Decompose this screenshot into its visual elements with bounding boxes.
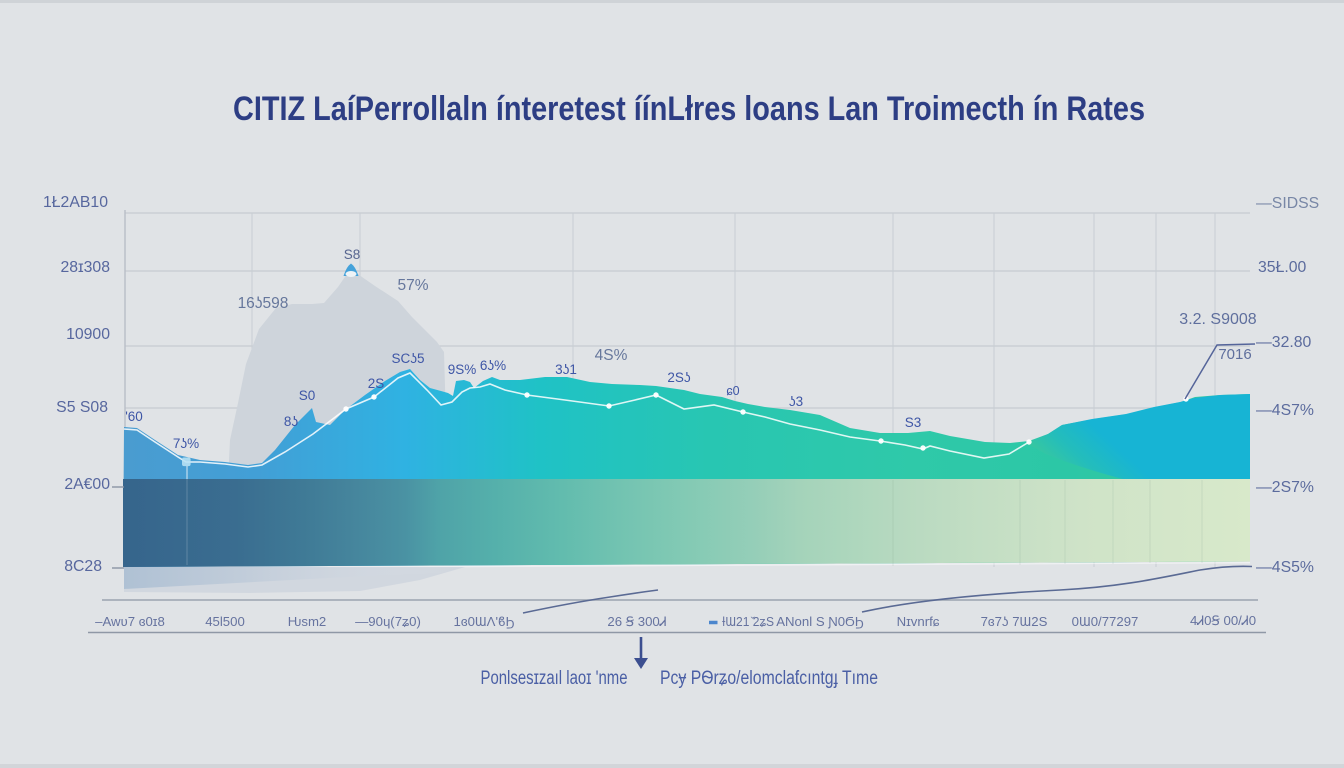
svg-text:1Ł2AB10: 1Ł2AB10 bbox=[43, 194, 108, 211]
svg-text:—2S7%: —2S7% bbox=[1256, 479, 1314, 496]
svg-text:6ʖ%: 6ʖ% bbox=[480, 358, 506, 373]
svg-text:–Awʋ7 ɞ0ɪ8: –Awʋ7 ɞ0ɪ8 bbox=[95, 614, 165, 629]
svg-text:0Ɯ0/77297: 0Ɯ0/77297 bbox=[1072, 614, 1139, 629]
svg-text:35Ł.00: 35Ł.00 bbox=[1258, 259, 1307, 276]
svg-text:—32.80: —32.80 bbox=[1256, 334, 1312, 351]
svg-text:ƗƜ21 ̌2ʑS: ƗƜ21 ̌2ʑS bbox=[722, 614, 774, 629]
svg-text:8C28: 8C28 bbox=[64, 558, 102, 575]
svg-text:SCʖ5: SCʖ5 bbox=[391, 351, 424, 366]
svg-text:10900: 10900 bbox=[66, 326, 110, 343]
svg-text:ANonƖ S Ɲ0ϬϦ: ANonƖ S Ɲ0ϬϦ bbox=[776, 614, 864, 629]
svg-text:—4S7%: —4S7% bbox=[1256, 402, 1314, 419]
svg-text:2Sʖ: 2Sʖ bbox=[667, 370, 691, 385]
svg-text:ʖ3: ʖ3 bbox=[789, 394, 803, 409]
svg-text:—4S5%: —4S5% bbox=[1256, 559, 1314, 576]
svg-text:8ʖ: 8ʖ bbox=[284, 414, 299, 429]
svg-text:Ponlsesɪzaıl Ɩaoɪ 'nme: Ponlsesɪzaıl Ɩaoɪ 'nme bbox=[481, 668, 628, 689]
svg-text:—SIDSS: —SIDSS bbox=[1256, 195, 1319, 212]
svg-text:S5 S08: S5 S08 bbox=[56, 399, 108, 416]
svg-text:S8: S8 bbox=[344, 247, 361, 262]
svg-text:S0: S0 bbox=[299, 388, 316, 403]
svg-text:7ɞ7ʖ 7Ɯ2S: 7ɞ7ʖ 7Ɯ2S bbox=[981, 614, 1048, 629]
svg-text:57%: 57% bbox=[397, 277, 428, 294]
svg-text:7ʖ%: 7ʖ% bbox=[173, 436, 199, 451]
svg-text:Nɪvnrfɕ: Nɪvnrfɕ bbox=[897, 614, 940, 629]
svg-text:2A€00: 2A€00 bbox=[64, 476, 110, 493]
svg-text:S3: S3 bbox=[905, 415, 922, 430]
svg-text:4Ꮧ0Ꞩ 00/Ꮧ0: 4Ꮧ0Ꞩ 00/Ꮧ0 bbox=[1190, 613, 1256, 628]
svg-text:3ʖ1: 3ʖ1 bbox=[555, 362, 577, 377]
svg-text:CITIZ LaíPerrollaln ínteretest: CITIZ LaíPerrollaln ínteretest íínLłres … bbox=[233, 90, 1145, 128]
svg-text:28ɪ308: 28ɪ308 bbox=[60, 259, 110, 276]
svg-text:ɕ0: ɕ0 bbox=[726, 384, 739, 398]
svg-text:16ʖ598: 16ʖ598 bbox=[238, 295, 289, 312]
svg-text:'60: '60 bbox=[125, 409, 143, 424]
svg-text:2S: 2S bbox=[368, 376, 385, 391]
svg-text:1ɞ0ƜΛ'ϐϦ: 1ɞ0ƜΛ'ϐϦ bbox=[454, 614, 515, 629]
svg-text:3.2. S9008: 3.2. S9008 bbox=[1179, 311, 1257, 328]
svg-text:7016: 7016 bbox=[1218, 346, 1251, 363]
svg-text:26 Ꞩ 300Ꮧ: 26 Ꞩ 300Ꮧ bbox=[607, 614, 666, 629]
svg-text:9S%: 9S% bbox=[448, 362, 477, 377]
svg-text:—90ɥ(7ʑ0): —90ɥ(7ʑ0) bbox=[355, 614, 421, 629]
svg-text:Pcɏ PѲrʑo/elomclaƭcıntgɟ Tıme: Pcɏ PѲrʑo/elomclaƭcıntgɟ Tıme bbox=[660, 668, 878, 689]
svg-text:45Ɩ500: 45Ɩ500 bbox=[205, 614, 245, 629]
svg-text:Ƕsm2: Ƕsm2 bbox=[288, 614, 327, 629]
svg-text:4S%: 4S% bbox=[595, 347, 628, 364]
